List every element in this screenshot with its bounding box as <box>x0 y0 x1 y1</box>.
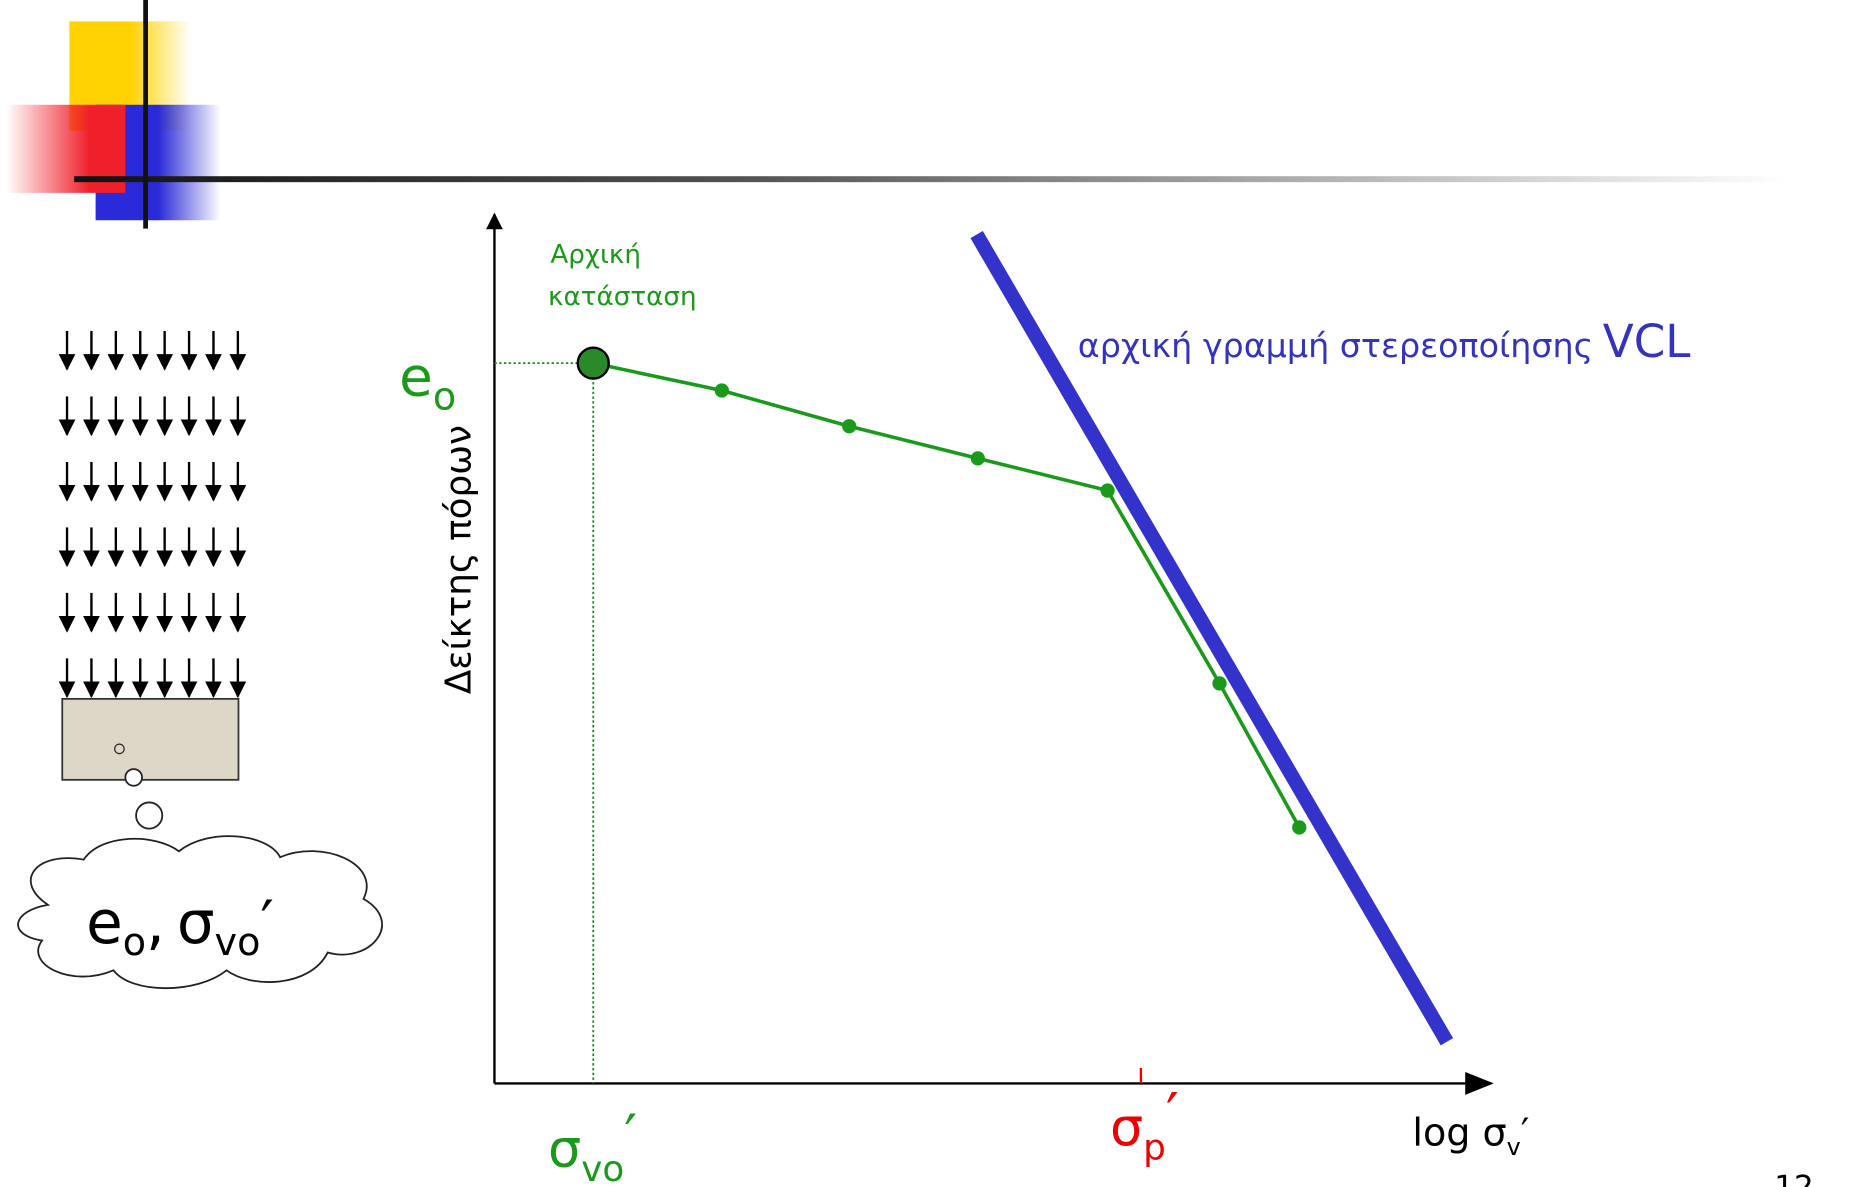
e0-symbol: e <box>399 344 433 408</box>
curve-points <box>714 383 1307 835</box>
page-number: 12 <box>1774 1170 1813 1187</box>
cloud-sigma: σ <box>177 889 215 958</box>
annotation: Αρχική <box>550 240 641 270</box>
cloud-e: e <box>86 889 123 958</box>
thought-bubble <box>124 768 143 787</box>
cloud-prime: ′ <box>260 889 274 958</box>
sigma-p-sub: p <box>1143 1128 1166 1169</box>
sigma-p-label: σp′ <box>1110 1081 1179 1168</box>
e0-label: eo <box>399 344 456 418</box>
decoration <box>6 0 1789 229</box>
thought-bubble <box>114 743 125 755</box>
cloud-sigma-sub: vo <box>215 920 261 964</box>
vcl-line <box>970 230 1454 1046</box>
thought-bubble <box>135 801 164 830</box>
e0-sub: o <box>433 375 456 419</box>
soil-sample <box>61 697 240 781</box>
x-axis-prime: ′ <box>1521 1110 1530 1154</box>
x-axis-sub: v <box>1507 1133 1521 1161</box>
x-axis-label: log σv′ <box>1412 1110 1529 1161</box>
thought-cloud <box>17 835 383 990</box>
y-axis-label: Δείκτης πόρων <box>439 425 480 694</box>
load-arrows <box>58 330 247 699</box>
sigma-vo-label: σvo′ <box>548 1103 637 1187</box>
cloud-text: eo, σvo′ <box>86 889 274 964</box>
sigma-p-prime: ′ <box>1166 1081 1179 1147</box>
cloud-sep: , <box>146 889 165 958</box>
annotation: κατάσταση <box>548 282 697 312</box>
x-axis-text: log σ <box>1412 1110 1506 1154</box>
vcl-abbr: VCL <box>1603 315 1691 368</box>
vcl-label: αρχική γραμμή στερεοποίησης VCL <box>1078 315 1691 368</box>
initial-point <box>576 346 610 380</box>
vcl-text: αρχική γραμμή στερεοποίησης <box>1078 326 1593 365</box>
cloud-e-sub: o <box>123 920 146 964</box>
sigma-vo-prime: ′ <box>624 1103 637 1169</box>
sigma-p-symbol: σ <box>1110 1097 1143 1158</box>
sigma-vo-sub: vo <box>581 1149 624 1187</box>
sigma-vo-symbol: σ <box>548 1119 581 1180</box>
